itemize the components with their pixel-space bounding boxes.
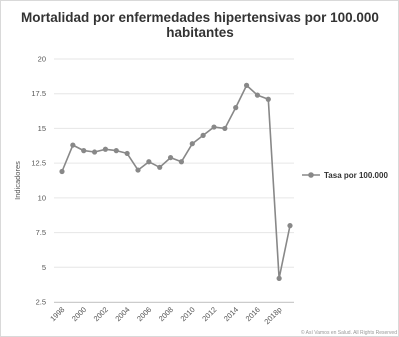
data-point xyxy=(243,82,250,88)
series-line xyxy=(61,84,291,280)
data-point xyxy=(222,125,228,132)
data-point xyxy=(287,223,293,229)
data-point xyxy=(81,148,87,154)
x-tick-label: 2008 xyxy=(157,305,175,323)
data-point xyxy=(70,142,76,148)
data-point xyxy=(157,164,163,170)
legend-label: Tasa por 100.000 xyxy=(324,171,388,180)
y-tick-label: 15 xyxy=(38,124,46,133)
y-axis-label: Indicadores xyxy=(13,161,22,200)
data-point xyxy=(146,159,152,165)
x-tick-label: 2000 xyxy=(70,305,88,323)
x-tick-label: 1998 xyxy=(48,305,66,323)
y-axis-ticks: 2.5 5 7.5 10 12.5 15 17.5 20 xyxy=(31,55,46,307)
y-tick-label: 5 xyxy=(42,263,46,272)
x-tick-label: 2004 xyxy=(113,305,131,323)
data-point xyxy=(102,146,109,152)
data-point xyxy=(91,149,98,155)
data-point xyxy=(189,141,195,147)
y-tick-label: 2.5 xyxy=(36,298,46,307)
data-point xyxy=(113,148,119,154)
data-point xyxy=(265,96,271,102)
data-point xyxy=(211,124,217,130)
y-tick-label: 12.5 xyxy=(31,159,46,168)
x-tick-label: 2012 xyxy=(200,305,218,323)
grid xyxy=(54,58,294,303)
data-point xyxy=(200,132,206,138)
data-point xyxy=(254,92,261,98)
y-tick-label: 7.5 xyxy=(36,228,46,237)
x-axis-ticks: 1998 2000 2002 2004 2006 2008 2010 2012 2014 2016… xyxy=(48,305,283,326)
data-point xyxy=(276,275,282,281)
y-tick-label: 20 xyxy=(38,55,46,64)
x-tick-label: 2002 xyxy=(92,305,110,323)
data-point xyxy=(178,159,185,165)
chart-title: Mortalidad por enfermedades hipertensiva… xyxy=(21,10,379,40)
data-point xyxy=(124,150,130,157)
legend[interactable]: Tasa por 100.000 xyxy=(302,171,388,180)
data-point xyxy=(167,154,174,161)
y-tick-label: 10 xyxy=(38,193,46,202)
x-tick-label: 2010 xyxy=(179,305,197,323)
legend-marker xyxy=(308,172,314,178)
data-point xyxy=(135,167,141,173)
data-point xyxy=(233,105,239,111)
y-tick-label: 17.5 xyxy=(31,89,46,98)
credits-text: © Así Vamos en Salud. All Rights Reserve… xyxy=(301,329,397,336)
series-group xyxy=(59,82,293,281)
x-tick-label: 2016 xyxy=(244,305,262,323)
x-tick-label: 2006 xyxy=(135,305,153,323)
data-point xyxy=(59,168,65,175)
x-tick-label: 2014 xyxy=(222,305,240,323)
x-tick-label: 2018p xyxy=(262,305,283,326)
